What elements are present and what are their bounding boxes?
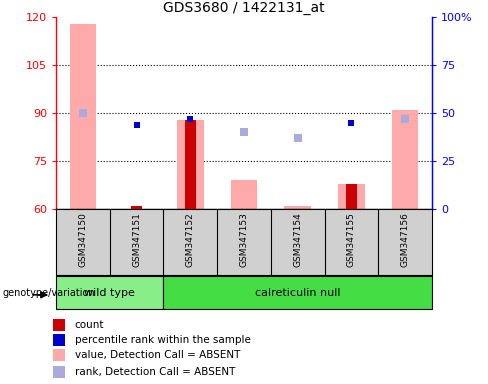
Bar: [70, 24, 97, 209]
Text: percentile rank within the sample: percentile rank within the sample: [75, 335, 250, 345]
Text: GSM347151: GSM347151: [132, 213, 141, 267]
Bar: [230, 180, 258, 209]
Bar: [53, 349, 65, 361]
Title: GDS3680 / 1422131_at: GDS3680 / 1422131_at: [163, 1, 325, 15]
Bar: [53, 366, 65, 378]
Text: count: count: [75, 319, 104, 330]
Text: wild type: wild type: [84, 288, 135, 298]
Text: genotype/variation: genotype/variation: [2, 288, 95, 298]
Bar: [53, 319, 65, 331]
Text: GSM347156: GSM347156: [401, 213, 409, 267]
Bar: [284, 206, 311, 209]
Bar: [392, 110, 419, 209]
Bar: [185, 120, 196, 209]
Text: GSM347154: GSM347154: [293, 213, 302, 267]
Bar: [346, 184, 357, 209]
Bar: [131, 206, 142, 209]
Text: rank, Detection Call = ABSENT: rank, Detection Call = ABSENT: [75, 367, 235, 377]
Text: GSM347155: GSM347155: [347, 213, 356, 267]
Text: GSM347152: GSM347152: [186, 213, 195, 267]
Bar: [53, 334, 65, 346]
Bar: [177, 120, 204, 209]
Text: value, Detection Call = ABSENT: value, Detection Call = ABSENT: [75, 350, 240, 360]
Bar: [163, 276, 432, 309]
Bar: [56, 276, 163, 309]
Text: calreticulin null: calreticulin null: [255, 288, 341, 298]
Bar: [338, 184, 365, 209]
Text: GSM347153: GSM347153: [240, 213, 248, 267]
Text: GSM347150: GSM347150: [79, 213, 87, 267]
